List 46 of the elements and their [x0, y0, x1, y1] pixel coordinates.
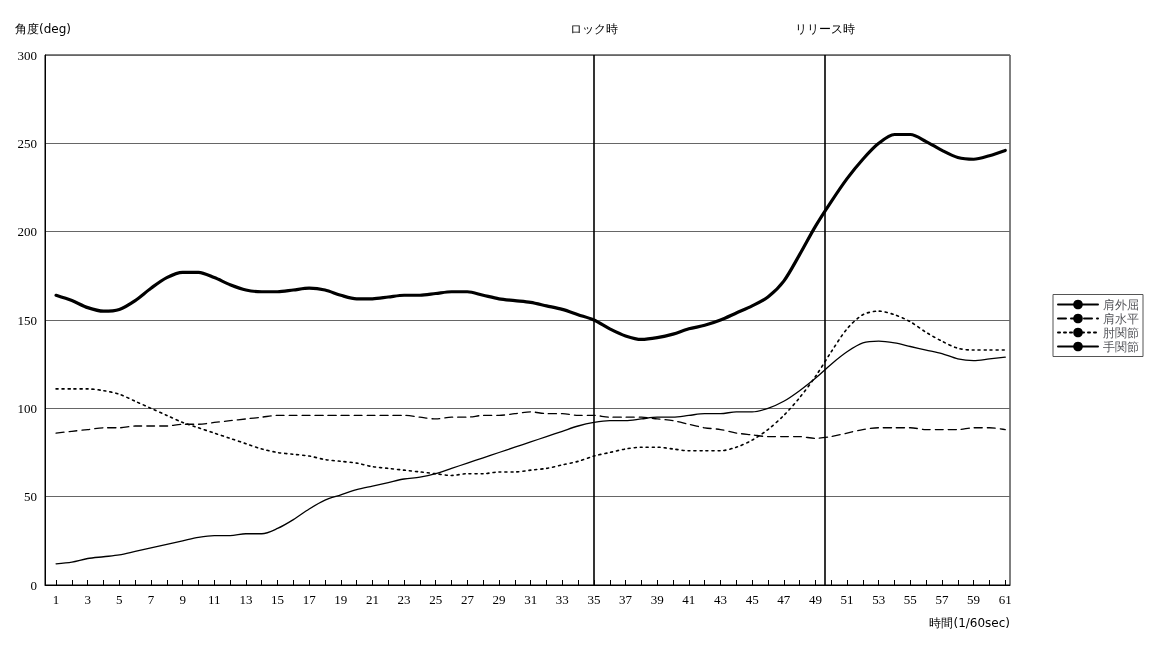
y-tick-label: 150	[17, 312, 37, 328]
x-tick-label: 15	[271, 592, 285, 607]
y-tick-label: 100	[17, 400, 37, 416]
x-tick-label: 57	[935, 592, 949, 607]
x-tick-label: 61	[998, 592, 1012, 607]
legend-label: 肩外屈	[1103, 297, 1139, 312]
x-tick-label: 45	[745, 592, 759, 607]
x-tick-label: 31	[524, 592, 538, 607]
x-tick-label: 13	[239, 592, 253, 607]
x-tick-label: 55	[903, 592, 917, 607]
y-tick-label: 250	[17, 135, 37, 151]
x-tick-label: 9	[179, 592, 186, 607]
x-tick-label: 21	[365, 592, 379, 607]
x-tick-label: 47	[777, 592, 791, 607]
x-tick-label: 17	[302, 592, 317, 607]
x-tick-label: 29	[492, 592, 506, 607]
x-tick-label: 51	[840, 592, 854, 607]
x-tick-label: 5	[116, 592, 123, 607]
y-tick-label: 0	[30, 577, 37, 593]
x-tick-label: 3	[84, 592, 91, 607]
x-tick-label: 59	[967, 592, 981, 607]
x-tick-label: 33	[555, 592, 569, 607]
y-tick-label: 300	[17, 47, 37, 63]
y-tick-label: 50	[24, 489, 37, 505]
ref-line-label: リリース時	[794, 22, 855, 36]
x-tick-label: 49	[808, 592, 822, 607]
legend-label: 肘関節	[1103, 325, 1139, 340]
legend-label: 手関節	[1103, 339, 1139, 354]
x-tick-label: 53	[872, 592, 886, 607]
x-axis-title: 時間(1/60sec)	[929, 616, 1010, 630]
x-tick-label: 25	[429, 592, 443, 607]
y-axis-title: 角度(deg)	[15, 22, 71, 36]
ref-line-label: ロック時	[569, 22, 618, 36]
x-tick-label: 7	[147, 592, 155, 607]
x-tick-label: 1	[52, 592, 60, 607]
x-tick-label: 19	[334, 592, 348, 607]
x-tick-label: 37	[619, 592, 633, 607]
y-tick-label: 200	[17, 224, 37, 240]
x-tick-label: 43	[714, 592, 727, 607]
legend-label: 肩水平	[1103, 311, 1139, 326]
x-tick-label: 39	[650, 592, 664, 607]
x-tick-label: 27	[460, 592, 475, 607]
x-tick-label: 35	[587, 592, 601, 607]
x-tick-label: 23	[397, 592, 411, 607]
x-tick-label: 41	[682, 592, 696, 607]
x-tick-label: 11	[208, 592, 221, 607]
